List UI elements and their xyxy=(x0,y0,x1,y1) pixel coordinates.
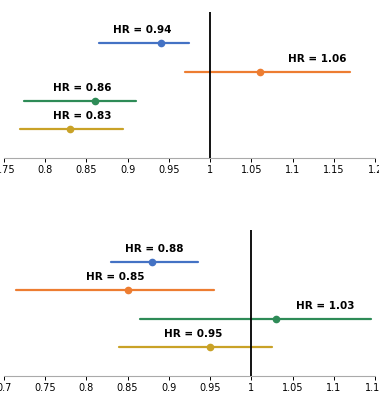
Text: HR = 0.86: HR = 0.86 xyxy=(53,82,111,92)
Text: HR = 0.88: HR = 0.88 xyxy=(125,244,183,254)
Text: HR = 0.95: HR = 0.95 xyxy=(164,330,223,340)
Text: HR = 1.03: HR = 1.03 xyxy=(296,301,355,311)
Text: HR = 0.94: HR = 0.94 xyxy=(113,26,172,36)
Text: HR = 0.83: HR = 0.83 xyxy=(53,111,111,121)
Text: HR = 1.06: HR = 1.06 xyxy=(288,54,347,64)
Text: HR = 0.85: HR = 0.85 xyxy=(86,272,144,282)
